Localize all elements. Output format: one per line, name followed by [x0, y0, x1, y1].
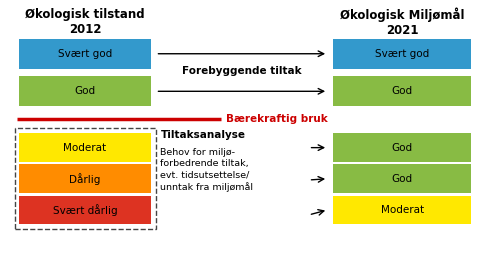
Text: God: God — [392, 143, 413, 153]
Text: Behov for miljø-
forbedrende tiltak,
evt. tidsutsettelse/
unntak fra miljømål: Behov for miljø- forbedrende tiltak, evt… — [160, 148, 253, 192]
Bar — [19, 164, 151, 193]
Text: Bærekraftig bruk: Bærekraftig bruk — [226, 114, 328, 124]
Text: Moderat: Moderat — [381, 205, 424, 215]
Bar — [333, 76, 471, 106]
Text: Forebyggende tiltak: Forebyggende tiltak — [182, 66, 302, 76]
Bar — [333, 164, 471, 193]
Bar — [19, 196, 151, 224]
Bar — [19, 76, 151, 106]
Text: Svært dårlig: Svært dårlig — [53, 204, 117, 216]
Text: Økologisk tilstand
2012: Økologisk tilstand 2012 — [25, 8, 145, 36]
Text: Moderat: Moderat — [64, 143, 106, 153]
Text: Svært god: Svært god — [58, 49, 112, 59]
Text: God: God — [74, 86, 96, 96]
Text: Tiltaksanalyse: Tiltaksanalyse — [160, 130, 245, 140]
Text: God: God — [392, 86, 413, 96]
Bar — [19, 39, 151, 69]
Text: God: God — [392, 174, 413, 184]
Bar — [333, 196, 471, 224]
Text: Dårlig: Dårlig — [69, 173, 101, 185]
Bar — [19, 133, 151, 162]
Text: Svært god: Svært god — [375, 49, 429, 59]
Bar — [333, 39, 471, 69]
Bar — [15, 128, 156, 229]
Bar — [333, 133, 471, 162]
Text: Økologisk Miljømål
2021: Økologisk Miljømål 2021 — [340, 8, 465, 37]
